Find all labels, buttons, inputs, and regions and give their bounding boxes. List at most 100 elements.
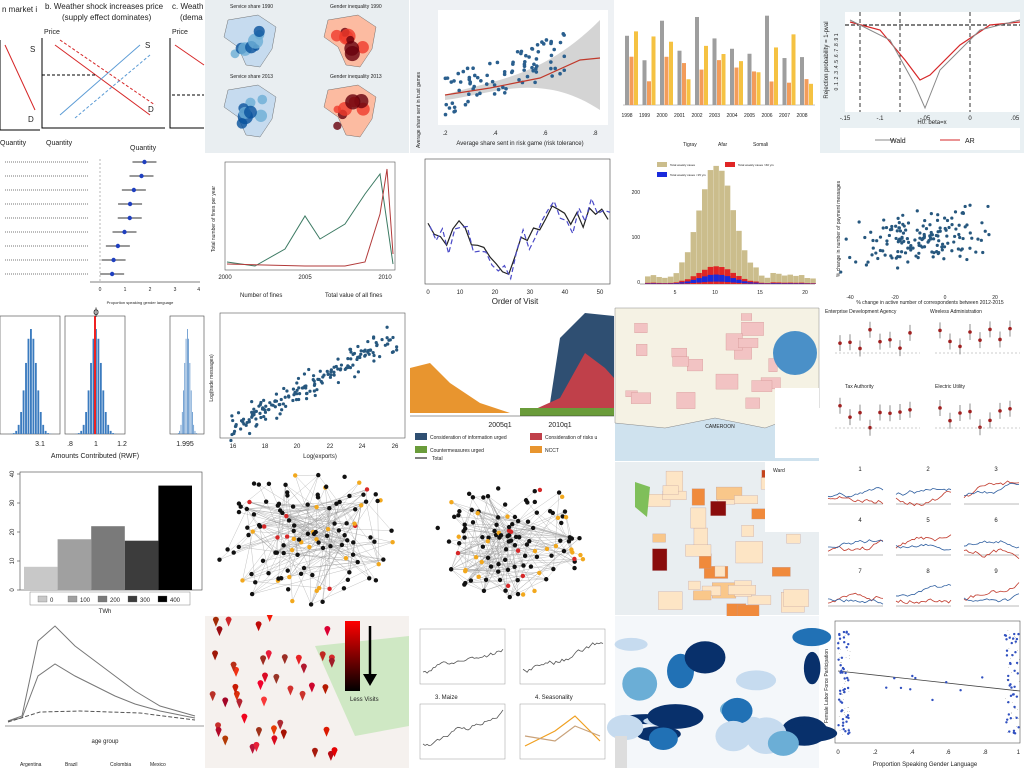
decor-dot bbox=[965, 257, 969, 262]
decor-line bbox=[7, 625, 196, 722]
decor-dot bbox=[938, 226, 942, 230]
decor-dot bbox=[919, 244, 923, 248]
decor-line bbox=[527, 521, 570, 538]
decor-rect bbox=[183, 390, 184, 434]
decor-dot bbox=[496, 486, 501, 491]
decor-dot bbox=[535, 42, 540, 47]
decor-dot bbox=[295, 381, 299, 385]
decor-rect bbox=[730, 278, 736, 283]
decor-dot bbox=[1011, 693, 1015, 696]
decor-dot bbox=[909, 688, 912, 691]
decor-rect bbox=[520, 408, 614, 416]
decor-dot bbox=[244, 506, 250, 512]
decor-line bbox=[457, 552, 501, 581]
legend-swatch bbox=[157, 595, 168, 603]
decor-line bbox=[246, 508, 393, 543]
decor-line bbox=[499, 527, 534, 581]
decor-line bbox=[252, 503, 337, 595]
decor-line bbox=[422, 709, 504, 747]
decor-rect bbox=[85, 411, 88, 434]
decor-line bbox=[963, 480, 1020, 499]
decor-dot bbox=[1015, 695, 1019, 698]
decor-label: · bbox=[1011, 670, 1012, 675]
decor-dot bbox=[325, 526, 331, 532]
decor-line bbox=[895, 583, 952, 597]
decor-label: · bbox=[1015, 688, 1016, 693]
decor-pin bbox=[300, 663, 307, 674]
decor-line bbox=[322, 503, 337, 602]
decor-dot bbox=[888, 337, 892, 342]
tile: 1998 1999 2000 2001 2002 2003 2004 2005 2006 2007… bbox=[615, 0, 819, 153]
decor-dot bbox=[305, 502, 310, 507]
decor-area bbox=[520, 353, 614, 416]
tile-text: NCCT bbox=[545, 448, 559, 454]
decor-rect bbox=[798, 283, 805, 284]
tile-text: 4. Seasonality bbox=[535, 695, 573, 701]
decor-line bbox=[487, 496, 535, 592]
decor-line bbox=[451, 569, 485, 591]
decor-frame bbox=[834, 620, 1021, 744]
decor-dot bbox=[368, 535, 373, 540]
decor-line bbox=[295, 475, 317, 540]
decor-line bbox=[498, 532, 506, 591]
decor-dot bbox=[1005, 654, 1009, 657]
decor-rect bbox=[25, 362, 27, 434]
decor-dot bbox=[325, 369, 329, 373]
decor-label: · bbox=[845, 655, 846, 660]
decor-dot bbox=[345, 538, 350, 543]
decor-dot bbox=[311, 377, 315, 382]
decor-dot bbox=[311, 531, 317, 537]
decor-dot bbox=[901, 213, 905, 217]
decor-line bbox=[252, 516, 287, 595]
decor-rect bbox=[415, 446, 427, 453]
decor-dot bbox=[900, 235, 904, 239]
decor-line bbox=[246, 508, 276, 553]
decor-line bbox=[347, 540, 377, 581]
decor-dot bbox=[504, 86, 508, 91]
decor-dot bbox=[286, 518, 292, 523]
decor-dot bbox=[841, 717, 845, 721]
decor-dot bbox=[337, 499, 342, 505]
decor-dot bbox=[559, 520, 564, 526]
decor-pin bbox=[299, 690, 306, 701]
decor-dot bbox=[868, 425, 872, 430]
decor-dot bbox=[375, 498, 380, 504]
decor-line bbox=[285, 484, 328, 536]
decor-dot bbox=[553, 66, 557, 71]
decor-dot bbox=[970, 236, 974, 240]
decor-dot bbox=[889, 254, 893, 258]
legend-label: 400 bbox=[170, 598, 181, 604]
tile: Average share sent in trust games Average… bbox=[410, 0, 614, 153]
decor-dot bbox=[945, 234, 949, 238]
decor-dot bbox=[840, 656, 844, 659]
decor-label: · bbox=[1015, 641, 1016, 646]
tile: CAMEROON bbox=[614, 307, 820, 461]
decor-dot bbox=[1017, 726, 1020, 729]
decor-dot bbox=[552, 47, 557, 52]
decor-dot bbox=[1017, 632, 1020, 636]
y-tick-label: 0 bbox=[10, 588, 16, 592]
decor-dot bbox=[544, 577, 549, 582]
decor-dot bbox=[845, 720, 848, 723]
decor-line bbox=[429, 196, 611, 281]
decor-pin bbox=[222, 735, 229, 746]
decor-dot bbox=[1009, 694, 1013, 698]
decor-rect bbox=[17, 424, 20, 434]
decor-dot bbox=[485, 493, 491, 499]
decor-dot bbox=[239, 427, 243, 431]
decor-dot bbox=[347, 570, 352, 575]
decor-line bbox=[482, 527, 534, 538]
tile-text: 30 bbox=[527, 290, 534, 296]
decor-dot bbox=[276, 576, 281, 581]
decor-line bbox=[258, 525, 269, 574]
decor-line bbox=[286, 515, 345, 536]
decor-rect bbox=[345, 621, 360, 691]
decor-dot bbox=[266, 570, 271, 576]
decor-dot bbox=[463, 102, 468, 107]
decor-dot bbox=[449, 80, 454, 84]
decor-dot bbox=[909, 244, 913, 248]
decor-dot bbox=[383, 343, 387, 347]
decor-label: · bbox=[1007, 729, 1008, 734]
decor-dot bbox=[1015, 661, 1019, 665]
decor-rect bbox=[739, 61, 743, 105]
